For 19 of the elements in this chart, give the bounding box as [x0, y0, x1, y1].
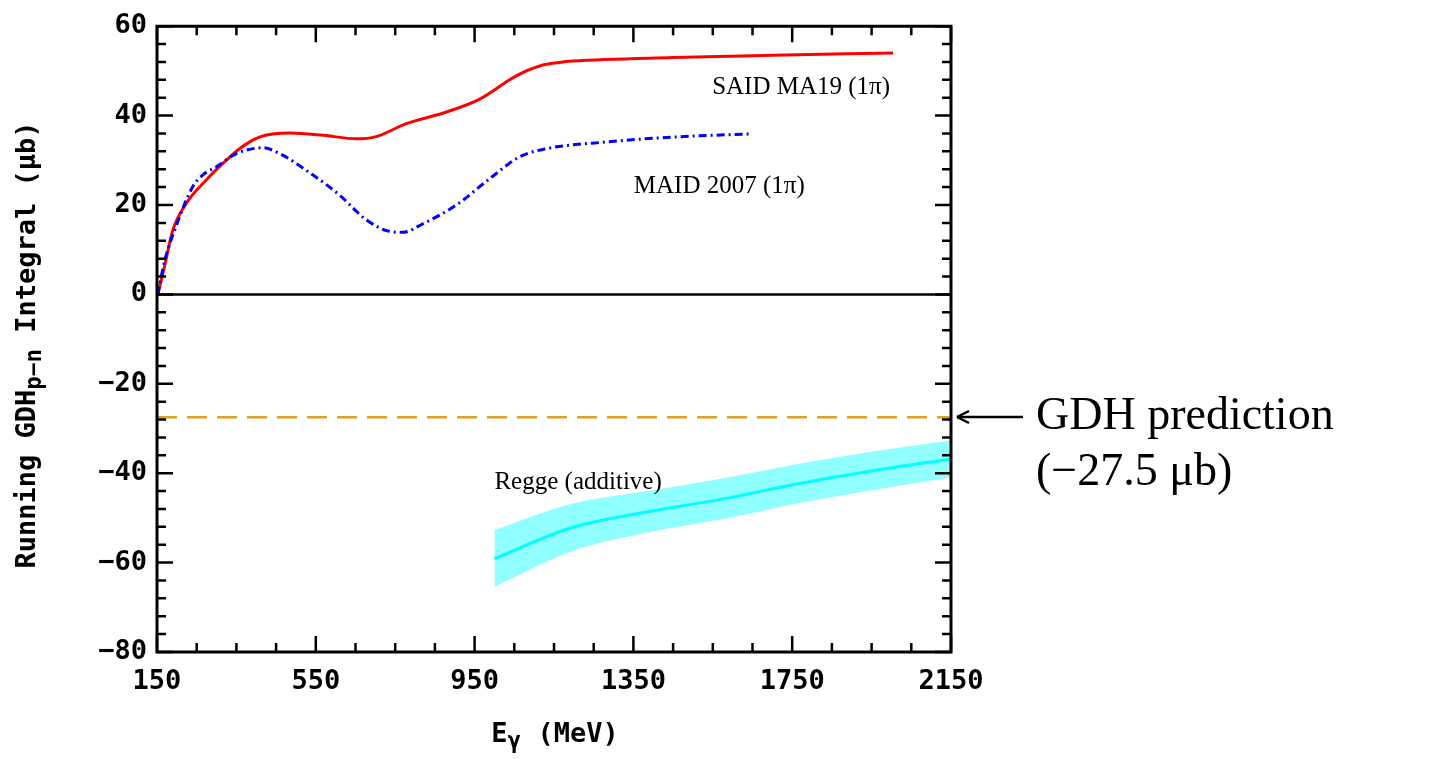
y-tick-label: −80 — [98, 634, 147, 666]
y-tick-label: 60 — [114, 8, 147, 40]
y-tick-label: 20 — [114, 187, 147, 219]
y-tick-label: −40 — [98, 455, 147, 487]
y-tick-label: −20 — [98, 365, 147, 397]
y-tick-label: 40 — [114, 97, 147, 129]
series-label: Regge (additive) — [494, 466, 662, 495]
x-tick-label: 150 — [132, 664, 182, 696]
x-tick-label: 1750 — [759, 664, 825, 696]
y-tick-label: 0 — [130, 276, 147, 308]
x-tick-label: 550 — [291, 664, 341, 696]
x-tick-label: 1350 — [600, 664, 666, 696]
series-label: MAID 2007 (1π) — [633, 171, 805, 200]
series-label: SAID MA19 (1π) — [712, 71, 891, 100]
y-tick-label: −60 — [98, 544, 147, 576]
x-tick-label: 950 — [450, 664, 499, 696]
x-axis-title: E$_{γ}$ (MeV) — [491, 716, 619, 754]
ref-line-label: GDH prediction (−27.5 μb) — [1036, 388, 1334, 496]
x-tick-label: 2150 — [918, 664, 984, 696]
